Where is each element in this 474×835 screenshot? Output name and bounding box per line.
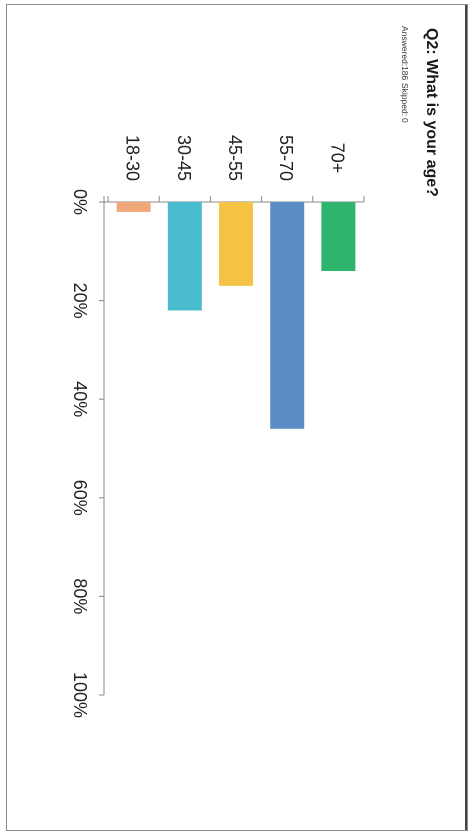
value-tick-label: 100% [70,672,90,718]
value-tick-label: 0% [70,189,90,215]
bar-18-30 [116,202,151,212]
bar-55-70 [270,202,305,429]
value-tick-label: 20% [70,283,90,319]
bar-45-55 [219,202,253,286]
answered-label: Answered: [400,26,410,66]
answered-count: 186 [400,66,410,80]
bar-30-45 [167,202,202,311]
page-frame [6,4,468,831]
category-label: 45-55 [225,135,245,181]
value-tick-label: 80% [70,578,90,614]
category-label: 55-70 [276,135,296,181]
skipped-label: Skipped: [400,83,410,116]
category-label: 70+ [327,143,347,174]
category-label: 30-45 [174,135,194,181]
category-label: 18-30 [123,135,143,181]
bar-70+ [321,202,356,272]
skipped-count: 0 [400,118,410,123]
value-tick-label: 40% [70,381,90,417]
response-summary: Answered: 186 Skipped: 0 [400,26,410,123]
value-tick-label: 60% [70,480,90,516]
plot-area: 0% 20% 40% 60% 80% 100% 70+ 55-70 45-55 30-45 18-3… [70,135,365,718]
chart-title: Q2: What is your age? [423,28,440,197]
